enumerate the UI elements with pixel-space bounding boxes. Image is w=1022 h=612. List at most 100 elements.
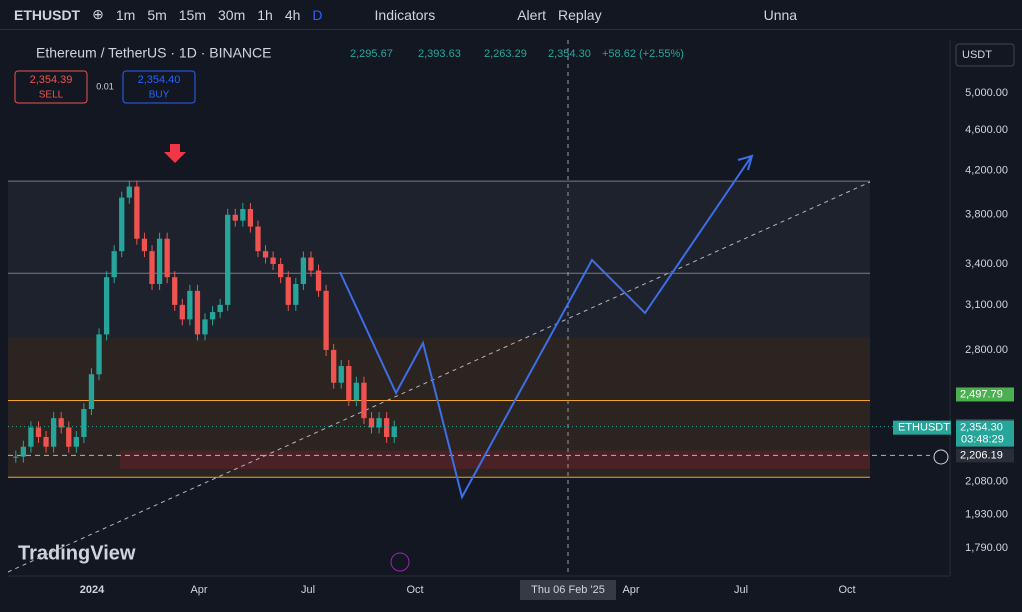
x-tick-label: Oct xyxy=(838,584,855,596)
candle xyxy=(194,290,201,335)
layout-name[interactable]: Unna xyxy=(763,6,798,23)
interval[interactable]: 1h xyxy=(257,6,273,23)
trend-line xyxy=(7,181,871,573)
candle xyxy=(134,186,140,239)
candle xyxy=(217,304,223,313)
buy-button[interactable] xyxy=(122,70,196,104)
buy-price[interactable]: 2,354.40 xyxy=(138,74,181,86)
candle xyxy=(323,290,329,350)
candle xyxy=(81,409,87,437)
candle xyxy=(141,238,148,252)
candle xyxy=(73,436,79,447)
legend-low: 2,263.29 xyxy=(484,48,527,60)
price-label-bg xyxy=(956,387,1014,402)
price-label: 2,354.30 xyxy=(960,422,1003,434)
indicators[interactable]: Indicators xyxy=(374,6,436,23)
candle xyxy=(50,418,57,447)
candle xyxy=(111,251,117,278)
candle xyxy=(179,304,185,320)
candle xyxy=(368,418,375,428)
sell-price[interactable]: 2,354.39 xyxy=(30,74,73,86)
candle xyxy=(35,427,42,437)
candle xyxy=(300,257,307,284)
candle xyxy=(20,446,27,457)
candle xyxy=(285,277,291,305)
alert[interactable]: Alert xyxy=(517,6,547,23)
candle xyxy=(383,418,390,437)
x-tick-label: Oct xyxy=(406,584,423,596)
symbol-tag: ETHUSDT xyxy=(898,422,950,434)
replay[interactable]: Replay xyxy=(558,6,602,23)
symbol-tag-bg xyxy=(893,420,951,435)
legend-title: Ethereum / TetherUS · 1D · BINANCE xyxy=(36,45,271,61)
crosshair-plus[interactable] xyxy=(933,449,949,465)
interval[interactable]: 5m xyxy=(147,6,167,23)
x-tick-label: Jul xyxy=(734,584,748,596)
candle xyxy=(361,382,367,419)
candle xyxy=(255,226,261,252)
candle xyxy=(126,186,132,198)
candle xyxy=(278,263,284,278)
y-tick-label: 3,100.00 xyxy=(965,299,1008,311)
candle xyxy=(164,238,170,278)
currency-button[interactable] xyxy=(955,43,1015,67)
currency[interactable]: USDT xyxy=(962,49,992,61)
spread: 0.01 xyxy=(96,81,114,91)
candle xyxy=(262,251,269,258)
candle xyxy=(149,251,155,284)
candle xyxy=(88,374,95,410)
interval[interactable]: 15m xyxy=(178,6,206,23)
candle xyxy=(376,418,382,428)
price-label: 2,206.19 xyxy=(960,449,1003,461)
candle xyxy=(315,270,322,291)
x-tick-label: Apr xyxy=(622,584,639,596)
interval[interactable]: D xyxy=(312,6,323,23)
candle xyxy=(270,257,276,264)
watermark: TradingView xyxy=(18,542,136,564)
y-tick-label: 5,000.00 xyxy=(965,87,1008,99)
price-label-bg xyxy=(956,448,1014,463)
candle xyxy=(58,418,64,428)
y-tick-label: 3,800.00 xyxy=(965,209,1008,221)
candle xyxy=(187,290,193,320)
price-label: 2,497.79 xyxy=(960,388,1003,400)
x-tick-label: Thu 06 Feb '25 xyxy=(531,584,605,596)
y-tick-label: 2,800.00 xyxy=(965,344,1008,356)
legend-open: 2,295.67 xyxy=(350,48,393,60)
interval[interactable]: 30m xyxy=(218,6,246,23)
price-label-bg xyxy=(956,420,1014,447)
candle xyxy=(43,436,49,447)
buy-label[interactable]: BUY xyxy=(149,90,170,101)
candle xyxy=(247,208,254,227)
toolbar: ETHUSDT ⊕ 1m 5m 15m 30m 1h 4h D Indicato… xyxy=(0,0,1022,30)
interval[interactable]: 4h xyxy=(284,6,301,23)
candle xyxy=(308,257,314,271)
x-tick-label: Jul xyxy=(301,584,315,596)
legend-high: 2,393.63 xyxy=(418,48,461,60)
legend-close: 2,354.30 xyxy=(548,48,591,60)
y-tick-label: 1,790.00 xyxy=(965,542,1008,554)
candle xyxy=(66,427,72,447)
candle xyxy=(172,277,178,305)
y-tick-label: 3,400.00 xyxy=(965,258,1008,270)
candle xyxy=(331,349,337,383)
x-tick-label: 2024 xyxy=(80,584,105,596)
candle xyxy=(346,366,352,401)
candle xyxy=(225,214,231,305)
candle xyxy=(293,283,299,305)
x-tick-label: Apr xyxy=(190,584,207,596)
event-icon[interactable] xyxy=(390,552,410,572)
legend-change: +58.62 (+2.55%) xyxy=(602,48,684,60)
arrow-marker xyxy=(164,144,186,163)
candle xyxy=(391,426,397,437)
y-tick-label: 1,930.00 xyxy=(965,509,1008,521)
sell-label[interactable]: SELL xyxy=(39,90,64,101)
countdown: 03:48:29 xyxy=(961,434,1004,446)
projection-arrow xyxy=(737,154,754,171)
candle xyxy=(202,319,208,335)
add-symbol[interactable]: ⊕ xyxy=(92,6,104,22)
sell-button[interactable] xyxy=(14,70,88,104)
symbol[interactable]: ETHUSDT xyxy=(14,6,81,23)
interval[interactable]: 1m xyxy=(115,6,136,23)
